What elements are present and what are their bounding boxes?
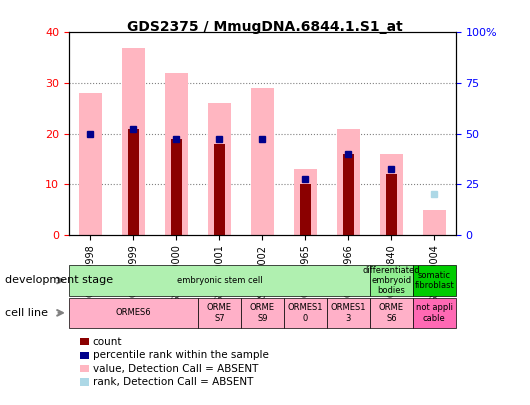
- Bar: [343, 154, 354, 235]
- Bar: [294, 169, 316, 235]
- Bar: [128, 129, 139, 235]
- Text: ORME
S9: ORME S9: [250, 303, 275, 322]
- Text: somatic
fibroblast: somatic fibroblast: [414, 271, 454, 290]
- Text: count: count: [93, 337, 122, 347]
- Bar: [214, 144, 225, 235]
- Bar: [171, 139, 182, 235]
- Text: ORMES1
0: ORMES1 0: [288, 303, 323, 322]
- Text: ORME
S7: ORME S7: [207, 303, 232, 322]
- Bar: [165, 73, 188, 235]
- Text: cell line: cell line: [5, 308, 48, 318]
- Text: percentile rank within the sample: percentile rank within the sample: [93, 350, 269, 360]
- Text: differentiated
embryoid
bodies: differentiated embryoid bodies: [363, 266, 420, 295]
- Text: ORMES6: ORMES6: [116, 308, 151, 318]
- Text: value, Detection Call = ABSENT: value, Detection Call = ABSENT: [93, 364, 258, 373]
- Bar: [337, 129, 360, 235]
- Bar: [122, 47, 145, 235]
- Bar: [300, 184, 311, 235]
- Bar: [208, 103, 231, 235]
- Text: ORME
S6: ORME S6: [379, 303, 404, 322]
- Bar: [386, 174, 396, 235]
- Bar: [251, 88, 273, 235]
- Bar: [79, 93, 102, 235]
- Bar: [423, 210, 446, 235]
- Text: GDS2375 / MmugDNA.6844.1.S1_at: GDS2375 / MmugDNA.6844.1.S1_at: [127, 20, 403, 34]
- Text: not appli
cable: not appli cable: [416, 303, 453, 322]
- Text: rank, Detection Call = ABSENT: rank, Detection Call = ABSENT: [93, 377, 253, 387]
- Text: embryonic stem cell: embryonic stem cell: [176, 276, 262, 285]
- Text: ORMES1
3: ORMES1 3: [331, 303, 366, 322]
- Bar: [380, 154, 403, 235]
- Text: development stage: development stage: [5, 275, 113, 286]
